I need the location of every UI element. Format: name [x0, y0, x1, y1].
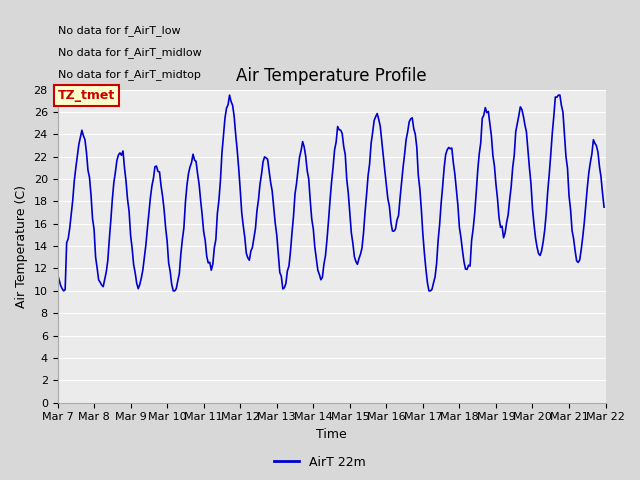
- Text: No data for f_AirT_midlow: No data for f_AirT_midlow: [58, 47, 201, 58]
- Text: No data for f_AirT_low: No data for f_AirT_low: [58, 25, 180, 36]
- Text: TZ_tmet: TZ_tmet: [58, 89, 115, 102]
- Title: Air Temperature Profile: Air Temperature Profile: [236, 67, 427, 85]
- X-axis label: Time: Time: [316, 428, 347, 441]
- Y-axis label: Air Temperature (C): Air Temperature (C): [15, 185, 28, 308]
- Text: No data for f_AirT_midtop: No data for f_AirT_midtop: [58, 69, 200, 80]
- Legend: AirT 22m: AirT 22m: [269, 451, 371, 474]
